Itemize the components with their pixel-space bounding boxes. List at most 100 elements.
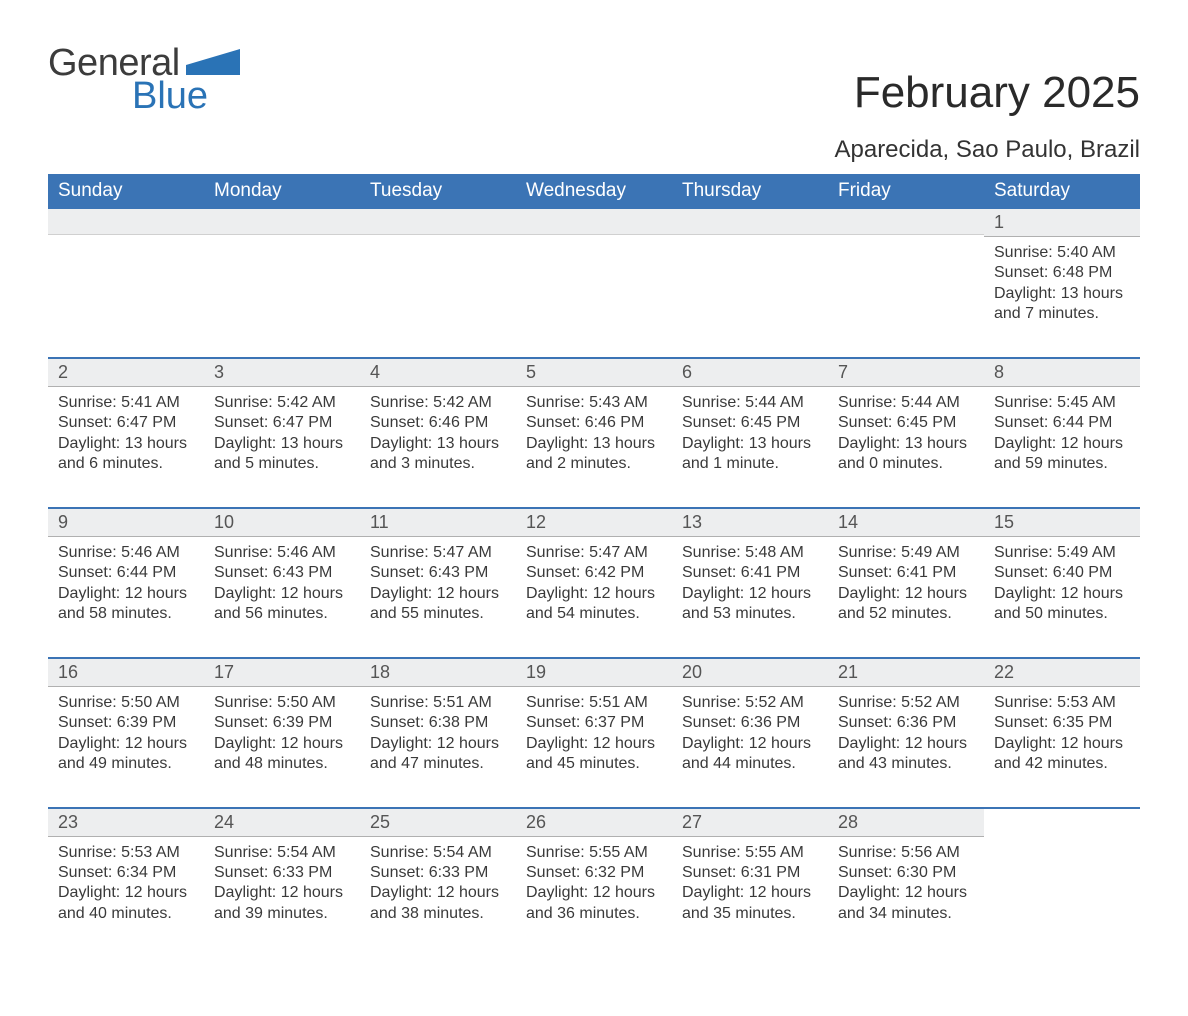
- daylight-text: Daylight: 13 hours and 0 minutes.: [838, 434, 974, 475]
- sunset-text: Sunset: 6:36 PM: [838, 713, 974, 733]
- sunset-text: Sunset: 6:45 PM: [682, 413, 818, 433]
- day-number: 12: [516, 509, 672, 537]
- day-number: 11: [360, 509, 516, 537]
- sunrise-text: Sunrise: 5:54 AM: [370, 843, 506, 863]
- calendar-cell: 16Sunrise: 5:50 AMSunset: 6:39 PMDayligh…: [48, 659, 204, 807]
- day-info: Sunrise: 5:51 AMSunset: 6:37 PMDaylight:…: [516, 687, 672, 775]
- weekday-header: Wednesday: [516, 174, 672, 209]
- sunset-text: Sunset: 6:47 PM: [214, 413, 350, 433]
- calendar-cell: [984, 809, 1140, 957]
- sunrise-text: Sunrise: 5:43 AM: [526, 393, 662, 413]
- calendar-cell: 23Sunrise: 5:53 AMSunset: 6:34 PMDayligh…: [48, 809, 204, 957]
- day-number: 16: [48, 659, 204, 687]
- day-number: 4: [360, 359, 516, 387]
- empty-day-header: [48, 209, 204, 235]
- day-number: 21: [828, 659, 984, 687]
- sunrise-text: Sunrise: 5:40 AM: [994, 243, 1130, 263]
- calendar-cell: 11Sunrise: 5:47 AMSunset: 6:43 PMDayligh…: [360, 509, 516, 657]
- daylight-text: Daylight: 12 hours and 43 minutes.: [838, 734, 974, 775]
- day-info: Sunrise: 5:46 AMSunset: 6:44 PMDaylight:…: [48, 537, 204, 625]
- day-info: Sunrise: 5:45 AMSunset: 6:44 PMDaylight:…: [984, 387, 1140, 475]
- daylight-text: Daylight: 12 hours and 40 minutes.: [58, 883, 194, 924]
- day-number: 1: [984, 209, 1140, 237]
- sunrise-text: Sunrise: 5:54 AM: [214, 843, 350, 863]
- calendar-cell: 20Sunrise: 5:52 AMSunset: 6:36 PMDayligh…: [672, 659, 828, 807]
- daylight-text: Daylight: 12 hours and 45 minutes.: [526, 734, 662, 775]
- sunset-text: Sunset: 6:47 PM: [58, 413, 194, 433]
- day-info: Sunrise: 5:50 AMSunset: 6:39 PMDaylight:…: [204, 687, 360, 775]
- calendar-cell: 25Sunrise: 5:54 AMSunset: 6:33 PMDayligh…: [360, 809, 516, 957]
- day-number: 13: [672, 509, 828, 537]
- daylight-text: Daylight: 13 hours and 7 minutes.: [994, 284, 1130, 325]
- sunset-text: Sunset: 6:35 PM: [994, 713, 1130, 733]
- calendar-cell: [204, 209, 360, 357]
- calendar-week-row: 1Sunrise: 5:40 AMSunset: 6:48 PMDaylight…: [48, 209, 1140, 357]
- sunrise-text: Sunrise: 5:49 AM: [838, 543, 974, 563]
- day-info: Sunrise: 5:53 AMSunset: 6:35 PMDaylight:…: [984, 687, 1140, 775]
- sunset-text: Sunset: 6:33 PM: [214, 863, 350, 883]
- sunset-text: Sunset: 6:30 PM: [838, 863, 974, 883]
- day-info: Sunrise: 5:48 AMSunset: 6:41 PMDaylight:…: [672, 537, 828, 625]
- day-info: Sunrise: 5:42 AMSunset: 6:47 PMDaylight:…: [204, 387, 360, 475]
- sunrise-text: Sunrise: 5:47 AM: [370, 543, 506, 563]
- daylight-text: Daylight: 12 hours and 35 minutes.: [682, 883, 818, 924]
- sunrise-text: Sunrise: 5:45 AM: [994, 393, 1130, 413]
- sunset-text: Sunset: 6:43 PM: [214, 563, 350, 583]
- sunset-text: Sunset: 6:46 PM: [526, 413, 662, 433]
- empty-day-header: [204, 209, 360, 235]
- sunset-text: Sunset: 6:44 PM: [994, 413, 1130, 433]
- day-number: 20: [672, 659, 828, 687]
- day-number: 22: [984, 659, 1140, 687]
- empty-day-header: [360, 209, 516, 235]
- day-info: Sunrise: 5:54 AMSunset: 6:33 PMDaylight:…: [360, 837, 516, 925]
- daylight-text: Daylight: 13 hours and 6 minutes.: [58, 434, 194, 475]
- sunset-text: Sunset: 6:48 PM: [994, 263, 1130, 283]
- daylight-text: Daylight: 13 hours and 1 minute.: [682, 434, 818, 475]
- weekday-header: Thursday: [672, 174, 828, 209]
- day-info: Sunrise: 5:42 AMSunset: 6:46 PMDaylight:…: [360, 387, 516, 475]
- daylight-text: Daylight: 12 hours and 50 minutes.: [994, 584, 1130, 625]
- sunset-text: Sunset: 6:37 PM: [526, 713, 662, 733]
- sunset-text: Sunset: 6:34 PM: [58, 863, 194, 883]
- sunrise-text: Sunrise: 5:41 AM: [58, 393, 194, 413]
- day-number: 18: [360, 659, 516, 687]
- day-info: Sunrise: 5:51 AMSunset: 6:38 PMDaylight:…: [360, 687, 516, 775]
- sunset-text: Sunset: 6:46 PM: [370, 413, 506, 433]
- sunrise-text: Sunrise: 5:56 AM: [838, 843, 974, 863]
- sunrise-text: Sunrise: 5:48 AM: [682, 543, 818, 563]
- calendar-week-row: 23Sunrise: 5:53 AMSunset: 6:34 PMDayligh…: [48, 809, 1140, 957]
- day-info: Sunrise: 5:54 AMSunset: 6:33 PMDaylight:…: [204, 837, 360, 925]
- calendar-week-row: 16Sunrise: 5:50 AMSunset: 6:39 PMDayligh…: [48, 659, 1140, 807]
- empty-day-header: [828, 209, 984, 235]
- sunrise-text: Sunrise: 5:44 AM: [682, 393, 818, 413]
- calendar-cell: 19Sunrise: 5:51 AMSunset: 6:37 PMDayligh…: [516, 659, 672, 807]
- sunset-text: Sunset: 6:31 PM: [682, 863, 818, 883]
- day-number: 24: [204, 809, 360, 837]
- daylight-text: Daylight: 12 hours and 42 minutes.: [994, 734, 1130, 775]
- calendar-cell: [672, 209, 828, 357]
- day-info: Sunrise: 5:44 AMSunset: 6:45 PMDaylight:…: [828, 387, 984, 475]
- calendar-cell: 15Sunrise: 5:49 AMSunset: 6:40 PMDayligh…: [984, 509, 1140, 657]
- sunset-text: Sunset: 6:41 PM: [682, 563, 818, 583]
- day-info: Sunrise: 5:52 AMSunset: 6:36 PMDaylight:…: [672, 687, 828, 775]
- calendar-cell: 4Sunrise: 5:42 AMSunset: 6:46 PMDaylight…: [360, 359, 516, 507]
- daylight-text: Daylight: 12 hours and 49 minutes.: [58, 734, 194, 775]
- calendar-cell: 12Sunrise: 5:47 AMSunset: 6:42 PMDayligh…: [516, 509, 672, 657]
- calendar-cell: 3Sunrise: 5:42 AMSunset: 6:47 PMDaylight…: [204, 359, 360, 507]
- day-number: 23: [48, 809, 204, 837]
- day-number: 3: [204, 359, 360, 387]
- sunrise-text: Sunrise: 5:42 AM: [214, 393, 350, 413]
- daylight-text: Daylight: 12 hours and 59 minutes.: [994, 434, 1130, 475]
- calendar-cell: 24Sunrise: 5:54 AMSunset: 6:33 PMDayligh…: [204, 809, 360, 957]
- calendar-cell: 1Sunrise: 5:40 AMSunset: 6:48 PMDaylight…: [984, 209, 1140, 357]
- day-info: Sunrise: 5:53 AMSunset: 6:34 PMDaylight:…: [48, 837, 204, 925]
- day-info: Sunrise: 5:40 AMSunset: 6:48 PMDaylight:…: [984, 237, 1140, 325]
- calendar-cell: 21Sunrise: 5:52 AMSunset: 6:36 PMDayligh…: [828, 659, 984, 807]
- day-number: 27: [672, 809, 828, 837]
- daylight-text: Daylight: 12 hours and 53 minutes.: [682, 584, 818, 625]
- calendar-cell: 10Sunrise: 5:46 AMSunset: 6:43 PMDayligh…: [204, 509, 360, 657]
- sunset-text: Sunset: 6:32 PM: [526, 863, 662, 883]
- day-number: 17: [204, 659, 360, 687]
- day-info: Sunrise: 5:41 AMSunset: 6:47 PMDaylight:…: [48, 387, 204, 475]
- day-info: Sunrise: 5:52 AMSunset: 6:36 PMDaylight:…: [828, 687, 984, 775]
